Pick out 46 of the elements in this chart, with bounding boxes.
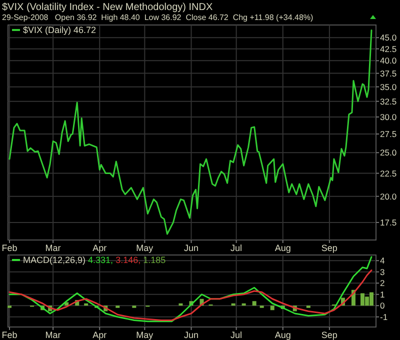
x-tick-label: Feb <box>2 330 18 340</box>
x-tick-label: Sep <box>321 330 338 340</box>
x-tick-label: Jul <box>230 243 242 253</box>
y-tick-label: 45.0 <box>380 32 397 43</box>
legend-title: MACD(12,26,9) <box>23 255 86 265</box>
x-tick-label: May <box>136 330 154 340</box>
x-tick-label: Sep <box>321 243 338 253</box>
x-tick-label: Apr <box>92 243 107 253</box>
y-tick-label: 0 <box>380 300 385 311</box>
y-tick-label: 27.5 <box>380 129 397 140</box>
y-tick-label: 3 <box>380 266 385 277</box>
y-tick-label: 37.5 <box>380 68 397 78</box>
x-tick-label: Mar <box>45 330 61 340</box>
x-tick-label: Apr <box>92 330 107 340</box>
x-tick-label: Aug <box>274 330 291 340</box>
y-tick-label: 42.5 <box>380 44 397 54</box>
line-series <box>8 256 372 322</box>
y-tick-label: 40.0 <box>380 56 397 66</box>
y-tick-label: 20.0 <box>380 191 397 202</box>
y-tick-label: -1 <box>380 312 388 322</box>
legend-label: $VIX (Daily) 46.72 <box>23 25 96 35</box>
y-tick-label: 4 <box>380 256 385 266</box>
x-tick-label: Jun <box>184 330 199 340</box>
x-tick-label: May <box>136 243 154 253</box>
bar <box>252 301 256 306</box>
x-tick-label: Feb <box>2 243 18 253</box>
y-tick-label: 30.0 <box>380 112 397 122</box>
chart-subtitle: 29-Sep-2008 Open 36.92 High 48.40 Low 36.92 Close 46.72 Chg +11.98 (+34.48%) <box>2 13 314 22</box>
x-tick-label: Jul <box>230 330 242 340</box>
text: 1.185 <box>140 255 166 265</box>
text: 3.146, <box>113 255 141 265</box>
y-tick-label: 22.5 <box>380 168 397 178</box>
x-tick-label: Mar <box>45 243 61 253</box>
x-tick-label: Jun <box>184 243 199 253</box>
y-tick-label: 32.5 <box>380 96 397 106</box>
y-tick-label: 17.5 <box>380 217 397 228</box>
x-tick-label: Aug <box>274 243 291 253</box>
text: 4.331, <box>88 255 114 265</box>
line-series <box>8 269 372 321</box>
chart-title: $VIX (Volatility Index - New Methodology) INDX <box>2 2 213 13</box>
bar <box>369 292 374 306</box>
y-tick-label: 25.0 <box>380 148 397 158</box>
y-tick-label: 1 <box>380 289 385 300</box>
y-tick-label: 2 <box>380 278 385 288</box>
bar <box>270 306 274 310</box>
y-tick-label: 35.0 <box>380 82 397 92</box>
